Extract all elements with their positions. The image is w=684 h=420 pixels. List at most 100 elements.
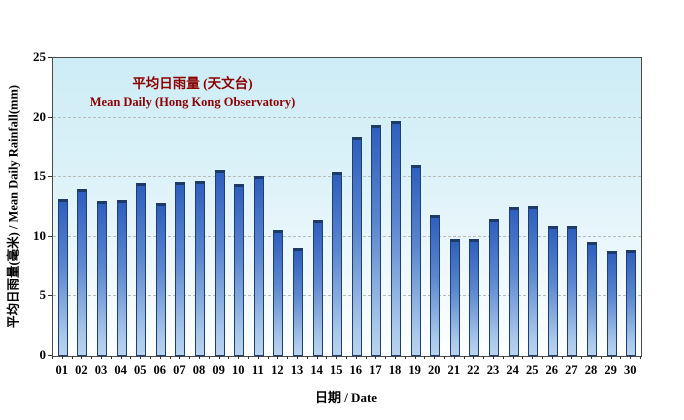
x-tick [591, 356, 592, 359]
bar-day-10 [234, 184, 245, 356]
x-tick [120, 356, 122, 359]
x-tick-label-30: 30 [623, 363, 637, 377]
bar-day-11 [253, 176, 264, 356]
bar-day-05 [136, 183, 147, 356]
bar-day-01 [57, 198, 68, 356]
x-tick-label-15: 15 [329, 363, 343, 377]
x-tick [91, 356, 93, 359]
x-tick-label-08: 08 [192, 363, 206, 377]
x-tick [434, 356, 436, 359]
x-tick [571, 356, 573, 359]
x-tick [512, 356, 514, 359]
x-tick [483, 356, 485, 359]
x-tick-label-27: 27 [565, 363, 578, 377]
x-tick [316, 356, 318, 359]
x-tick-label-12: 12 [271, 363, 284, 377]
bar-day-07 [175, 181, 186, 356]
x-tick [473, 356, 475, 359]
gridline-10 [53, 235, 641, 237]
x-tick [287, 356, 289, 359]
x-tick [169, 356, 171, 359]
x-tick-label-19: 19 [408, 363, 421, 377]
x-tick [326, 356, 328, 359]
x-tick-label-22: 22 [467, 363, 480, 377]
x-tick [542, 356, 543, 359]
x-tick [630, 356, 632, 359]
x-tick [375, 356, 377, 359]
x-tick [336, 356, 338, 359]
x-tick-label-14: 14 [310, 363, 323, 377]
chart-title: 平均日雨量 (天文台) Mean Daily (Hong Kong Observ… [60, 74, 325, 111]
x-tick [257, 356, 259, 359]
x-tick-label-20: 20 [427, 363, 441, 377]
bar-day-28 [587, 241, 597, 356]
x-tick [346, 356, 347, 359]
y-tick-0 [48, 355, 52, 356]
bar-day-27 [567, 226, 578, 356]
y-tick-label-5: 5 [39, 287, 47, 303]
bar-day-02 [77, 189, 88, 356]
y-tick-5 [48, 295, 52, 297]
bar-day-22 [469, 239, 480, 356]
bar-day-23 [489, 218, 499, 356]
x-tick [179, 356, 181, 359]
x-tick [81, 356, 83, 359]
x-tick [581, 356, 583, 359]
bar-day-09 [214, 170, 225, 356]
x-tick [130, 356, 132, 359]
x-tick [306, 356, 308, 359]
bar-day-03 [97, 201, 107, 356]
x-tick [522, 356, 524, 359]
x-tick [453, 356, 455, 359]
x-tick [267, 356, 269, 359]
x-tick-label-10: 10 [231, 363, 245, 377]
chart-title-english: Mean Daily (Hong Kong Observatory) [89, 95, 296, 109]
plot-area [52, 57, 642, 357]
gridline-15 [53, 176, 641, 178]
x-tick [414, 356, 416, 359]
x-tick-label-28: 28 [584, 363, 598, 377]
x-tick [297, 356, 298, 359]
x-tick [199, 356, 200, 359]
x-tick [610, 356, 612, 359]
x-tick [228, 356, 230, 359]
x-tick-label-24: 24 [506, 363, 519, 377]
y-tick-label-15: 15 [33, 168, 46, 184]
x-tick [150, 356, 151, 359]
bar-day-13 [293, 247, 303, 356]
x-tick [561, 356, 563, 359]
x-tick [640, 356, 641, 359]
bar-day-08 [195, 180, 205, 356]
x-tick [365, 356, 367, 359]
x-tick-label-26: 26 [545, 363, 559, 377]
x-tick-label-17: 17 [369, 363, 382, 377]
y-tick-label-0: 0 [39, 347, 47, 362]
x-tick-label-23: 23 [486, 363, 500, 377]
bar-day-14 [312, 220, 323, 356]
x-tick-label-05: 05 [133, 363, 147, 377]
gridline-5 [53, 295, 641, 297]
x-tick [140, 356, 142, 359]
x-tick [159, 356, 161, 359]
x-tick-label-04: 04 [114, 363, 127, 377]
x-tick [61, 356, 63, 359]
x-tick [71, 356, 73, 359]
x-tick [355, 356, 357, 359]
bar-day-15 [332, 172, 343, 356]
bar-day-21 [449, 239, 460, 356]
x-tick-label-11: 11 [251, 363, 264, 377]
x-tick [493, 356, 494, 359]
x-axis-title: 日期 / Date [314, 390, 378, 405]
y-axis-title: 平均日雨量(毫米) / Mean Daily Rainfall(mm) [6, 84, 21, 329]
x-tick [218, 356, 220, 359]
bar-day-17 [371, 124, 382, 356]
x-tick [424, 356, 426, 359]
x-tick [52, 356, 53, 359]
x-tick [502, 356, 504, 359]
y-tick-15 [48, 176, 52, 178]
bar-day-16 [351, 136, 362, 356]
y-tick-25 [48, 57, 52, 58]
x-tick-label-03: 03 [94, 363, 108, 377]
x-tick-label-16: 16 [349, 363, 363, 377]
